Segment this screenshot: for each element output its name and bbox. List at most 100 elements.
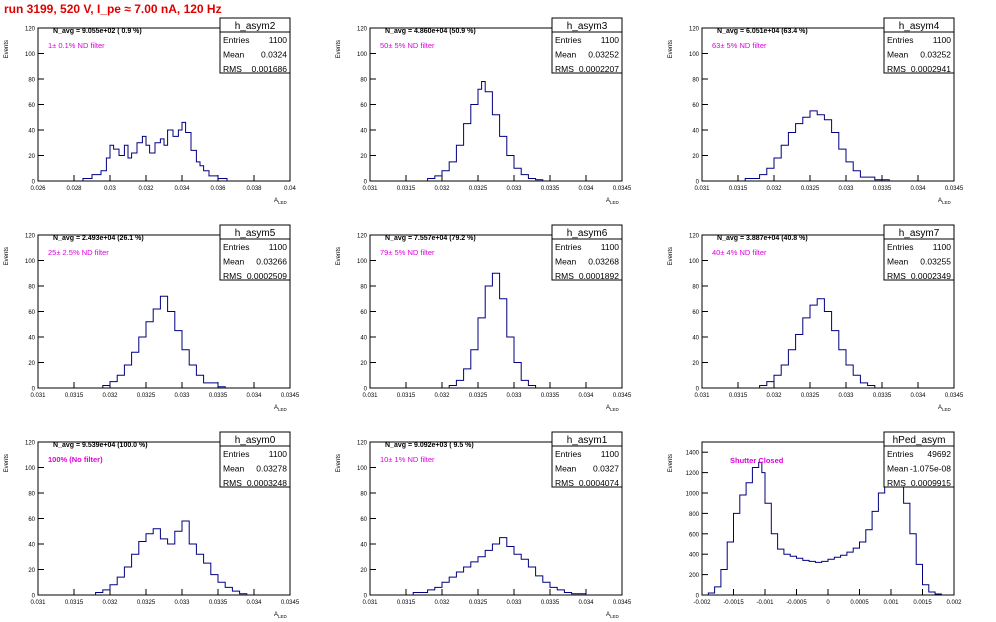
x-axis-label: A — [274, 612, 278, 618]
y-tick-label: 40 — [28, 129, 35, 135]
x-tick-label: 0.0315 — [397, 186, 416, 192]
stats-label: RMS — [223, 64, 242, 74]
x-tick-label: 0.033 — [506, 186, 522, 192]
x-tick-label: 0.0335 — [873, 186, 892, 192]
x-tick-label: 0.033 — [174, 393, 190, 399]
y-tick-label: 20 — [28, 568, 35, 574]
x-tick-label: 0.0345 — [945, 393, 964, 399]
stats-value: 1100 — [269, 35, 288, 45]
x-tick-label: 0.0345 — [613, 600, 632, 606]
x-tick-label: 0.032 — [766, 186, 782, 192]
histogram-series — [82, 121, 228, 181]
filter-label: 50± 5% ND filter — [380, 41, 435, 50]
filter-label: 25± 2.5% ND filter — [48, 248, 109, 257]
filter-label: 79± 5% ND filter — [380, 248, 435, 257]
x-tick-label: 0.0325 — [469, 393, 488, 399]
x-axis-label: A — [274, 405, 278, 411]
x-tick-label: 0.031 — [30, 600, 46, 606]
n-avg-label: N_avg = 4.860e+04 (50.9 %) — [385, 28, 476, 35]
x-tick-label: 0.0315 — [65, 600, 84, 606]
y-tick-label: 60 — [360, 517, 367, 523]
x-axis-label-subscript: LED — [610, 407, 620, 412]
y-tick-label: 60 — [692, 103, 699, 109]
y-tick-label: 120 — [357, 441, 368, 447]
stats-label: Entries — [887, 242, 913, 252]
x-tick-label: 0.034 — [578, 393, 594, 399]
x-tick-label: 0.032 — [434, 393, 450, 399]
y-tick-label: 0 — [364, 180, 368, 186]
stats-box — [219, 224, 291, 281]
x-axis-label: A — [606, 198, 610, 204]
stats-value: 0.001686 — [252, 64, 288, 74]
stats-value: 0.0002941 — [911, 64, 951, 74]
filter-label: 1± 0.1% ND filter — [48, 41, 105, 50]
x-tick-label: 0.0335 — [209, 393, 228, 399]
stats-value: 1100 — [269, 242, 288, 252]
histogram-series — [102, 295, 226, 388]
y-tick-label: 20 — [360, 568, 367, 574]
stats-box — [551, 431, 623, 488]
x-tick-label: -0.0015 — [723, 600, 744, 606]
histogram-series — [427, 81, 544, 181]
stats-value: 1100 — [601, 449, 620, 459]
x-tick-label: 0.0315 — [729, 186, 748, 192]
stats-label: Entries — [223, 35, 249, 45]
y-axis-label: Events — [668, 454, 674, 472]
y-axis-label: Events — [4, 40, 10, 58]
histogram-name: h_asym5 — [235, 228, 276, 239]
stats-box — [883, 431, 955, 488]
stats-box — [219, 431, 291, 488]
y-tick-label: 80 — [692, 78, 699, 84]
x-tick-label: 0.034 — [246, 393, 262, 399]
stats-value: 0.03278 — [256, 464, 287, 474]
x-axis-label: A — [606, 405, 610, 411]
stats-box — [883, 224, 955, 281]
histogram-series — [759, 298, 876, 388]
n-avg-label: N_avg = 9.092e+03 ( 9.5 %) — [385, 442, 474, 449]
y-axis-label: Events — [336, 40, 342, 58]
y-tick-label: 0 — [696, 387, 700, 393]
y-tick-label: 20 — [692, 154, 699, 160]
x-tick-label: 0.001 — [883, 600, 899, 606]
x-tick-label: 0.032 — [138, 186, 154, 192]
stats-label: Mean — [223, 464, 245, 474]
y-tick-label: 800 — [689, 512, 700, 518]
filter-label: Shutter Closed — [730, 456, 784, 465]
x-axis-label: A — [938, 198, 942, 204]
x-tick-label: 0.0325 — [801, 393, 820, 399]
x-tick-label: 0.034 — [246, 600, 262, 606]
y-tick-label: 100 — [25, 466, 36, 472]
y-axis-label: Events — [668, 40, 674, 58]
stats-box — [551, 17, 623, 74]
y-tick-label: 0 — [32, 594, 36, 600]
stats-box — [883, 17, 955, 74]
x-tick-label: 0.034 — [910, 186, 926, 192]
stats-value: 0.03255 — [920, 257, 951, 267]
y-tick-label: 1400 — [686, 451, 700, 457]
x-tick-label: 0.0325 — [469, 186, 488, 192]
stats-value: 1100 — [601, 242, 620, 252]
x-tick-label: 0.033 — [174, 600, 190, 606]
x-tick-label: 0.03 — [104, 186, 116, 192]
y-tick-label: 120 — [689, 234, 700, 240]
y-tick-label: 40 — [28, 543, 35, 549]
y-tick-label: 0 — [364, 594, 368, 600]
y-tick-label: 120 — [357, 234, 368, 240]
x-tick-label: 0.031 — [362, 186, 378, 192]
stats-value: 0.03252 — [920, 50, 951, 60]
x-axis-label-subscript: LED — [610, 200, 620, 205]
stats-value: 0.0004074 — [579, 478, 619, 488]
stats-label: RMS — [555, 478, 574, 488]
x-axis-label: A — [938, 405, 942, 411]
y-tick-label: 20 — [360, 361, 367, 367]
stats-label: Mean — [555, 464, 577, 474]
histogram-series — [412, 537, 587, 595]
x-tick-label: 0.0335 — [209, 600, 228, 606]
stats-value: 0.0002349 — [911, 271, 951, 281]
y-tick-label: 40 — [692, 336, 699, 342]
y-axis-label: Events — [336, 247, 342, 265]
stats-label: Entries — [555, 35, 581, 45]
x-tick-label: 0.032 — [102, 600, 118, 606]
y-tick-label: 100 — [357, 52, 368, 58]
